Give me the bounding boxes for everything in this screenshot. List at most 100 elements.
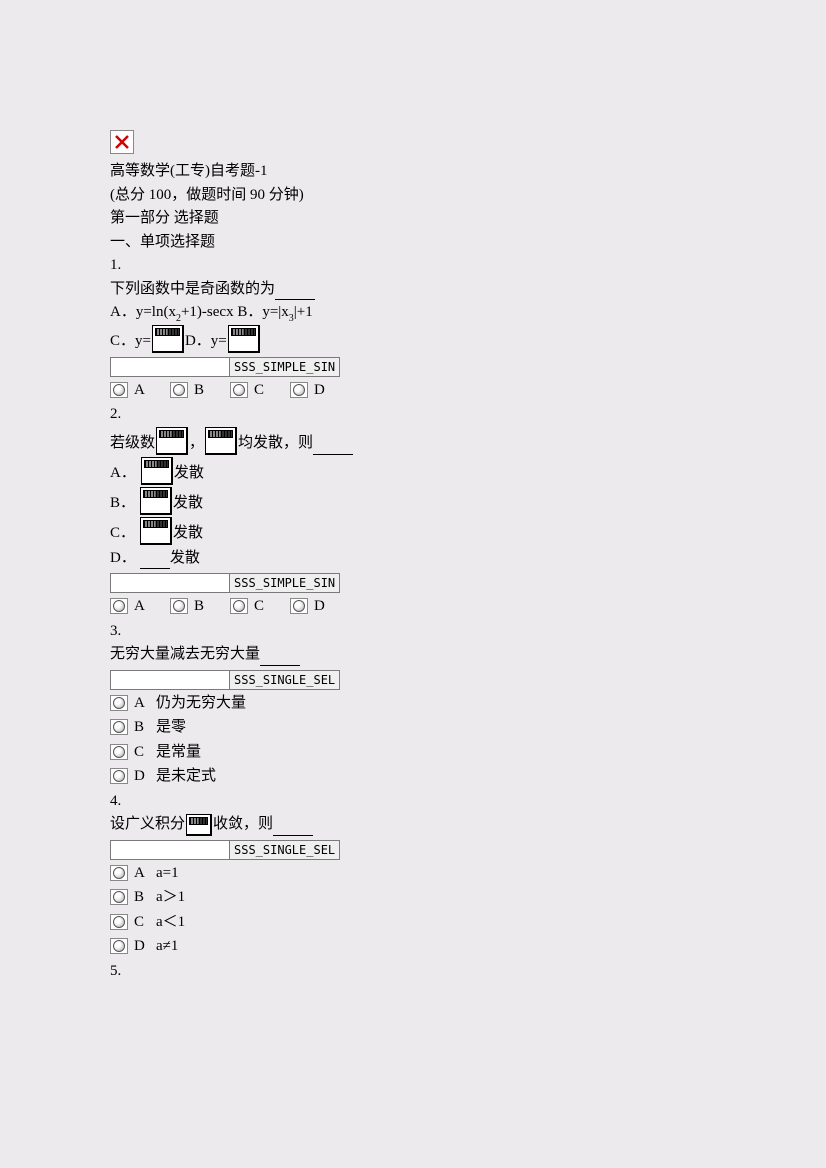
q3-a: A: [134, 692, 148, 715]
q2-choice-b: B: [194, 595, 208, 618]
q2-answer-row: SSS_SIMPLE_SIN: [110, 573, 600, 593]
blank: [260, 651, 300, 666]
q1-b-pre: B．y=|x: [237, 301, 288, 324]
radio-b[interactable]: [110, 889, 128, 905]
q3-stem-text: 无穷大量减去无穷大量: [110, 643, 260, 666]
q3-c-t: 是常量: [156, 741, 201, 764]
q4-answer-input[interactable]: [110, 840, 230, 860]
radio-b[interactable]: [170, 598, 188, 614]
broken-image-icon: [110, 130, 134, 154]
formula-placeholder-icon: [140, 487, 172, 515]
radio-a[interactable]: [110, 382, 128, 398]
q4-opt-a: Aa=1: [110, 862, 600, 885]
q3-d-t: 是未定式: [156, 765, 216, 788]
q2-c-t: 发散: [173, 522, 203, 545]
q4-opt-b: Ba＞1: [110, 886, 600, 909]
page-title: 高等数学(工专)自考题-1: [110, 160, 600, 183]
q4-answer-row: SSS_SINGLE_SEL: [110, 840, 600, 860]
q4-d: D: [134, 935, 148, 958]
q2-stem-mid: ，: [189, 432, 204, 455]
radio-a[interactable]: [110, 695, 128, 711]
q1-answer-row: SSS_SIMPLE_SIN: [110, 357, 600, 377]
q3-tag-button[interactable]: SSS_SINGLE_SEL: [229, 670, 340, 690]
q1-c: C．y=: [110, 330, 151, 353]
q4-a-t: a=1: [156, 862, 179, 885]
radio-a[interactable]: [110, 865, 128, 881]
q3-b-t: 是零: [156, 716, 186, 739]
radio-c[interactable]: [230, 598, 248, 614]
q3-number: 3.: [110, 620, 600, 643]
q3-d: D: [134, 765, 148, 788]
q2-stem-post: 均发散，则: [238, 432, 313, 455]
q2-stem: 若级数 ， 均发散，则: [110, 427, 600, 455]
q2-stem-pre: 若级数: [110, 432, 155, 455]
blank: [313, 440, 353, 455]
q1-number: 1.: [110, 254, 600, 277]
q2-choice-a: A: [134, 595, 148, 618]
document-page: 高等数学(工专)自考题-1 (总分 100，做题时间 90 分钟) 第一部分 选…: [0, 0, 600, 982]
q3-a-t: 仍为无穷大量: [156, 692, 246, 715]
q1-choice-d: D: [314, 379, 328, 402]
q1-choices: A B C D: [110, 379, 600, 402]
q1-d: D．y=: [185, 330, 227, 353]
q3-stem: 无穷大量减去无穷大量: [110, 643, 600, 666]
q2-answer-input[interactable]: [110, 573, 230, 593]
radio-d[interactable]: [110, 768, 128, 784]
radio-d[interactable]: [110, 938, 128, 954]
radio-b[interactable]: [170, 382, 188, 398]
q2-opt-d: D．发散: [110, 547, 600, 570]
q1-a-sub: 2: [176, 311, 181, 326]
formula-placeholder-icon: [186, 814, 212, 836]
q4-stem: 设广义积分 收敛，则: [110, 813, 600, 836]
q1-options-cd: C．y= D．y=: [110, 325, 600, 353]
q2-b-lbl: B．: [110, 492, 135, 515]
q3-opt-c: C 是常量: [110, 741, 600, 764]
q2-opt-a: A．发散: [110, 457, 600, 485]
q1-a-pre: A．y=ln(x: [110, 301, 176, 324]
q4-number: 4.: [110, 790, 600, 813]
q1-a-post: +1)-secx: [181, 301, 234, 324]
formula-placeholder-icon: [156, 427, 188, 455]
formula-placeholder-icon: [140, 517, 172, 545]
radio-b[interactable]: [110, 719, 128, 735]
q2-number: 2.: [110, 403, 600, 426]
q4-tag-button[interactable]: SSS_SINGLE_SEL: [229, 840, 340, 860]
q4-c: C: [134, 911, 148, 934]
q3-opt-b: B是零: [110, 716, 600, 739]
q1-choice-c: C: [254, 379, 268, 402]
radio-c[interactable]: [230, 382, 248, 398]
q4-a: A: [134, 862, 148, 885]
q4-stem-pre: 设广义积分: [110, 813, 185, 836]
q1-stem: 下列函数中是奇函数的为: [110, 278, 600, 301]
q3-answer-input[interactable]: [110, 670, 230, 690]
q2-tag-button[interactable]: SSS_SIMPLE_SIN: [229, 573, 340, 593]
q1-answer-input[interactable]: [110, 357, 230, 377]
q2-opt-b: B．发散: [110, 487, 600, 515]
q2-a-t: 发散: [174, 462, 204, 485]
q4-stem-mid: 收敛，则: [213, 813, 273, 836]
page-subtitle: (总分 100，做题时间 90 分钟): [110, 184, 600, 207]
radio-d[interactable]: [290, 382, 308, 398]
q4-b: B: [134, 886, 148, 909]
q4-d-t: a≠1: [156, 935, 178, 958]
blank: [273, 821, 313, 836]
radio-a[interactable]: [110, 598, 128, 614]
radio-d[interactable]: [290, 598, 308, 614]
radio-c[interactable]: [110, 744, 128, 760]
q3-c: C: [134, 741, 148, 764]
q4-opt-d: Da≠1: [110, 935, 600, 958]
q2-opt-c: C． 发散: [110, 517, 600, 545]
radio-c[interactable]: [110, 914, 128, 930]
q1-options-ab: A．y=ln(x 2 +1)-secx B．y=|x 3 |+1: [110, 301, 600, 324]
q1-choice-b: B: [194, 379, 208, 402]
formula-placeholder-icon: [205, 427, 237, 455]
q1-b-post: |+1: [294, 301, 313, 324]
q1-b-sub: 3: [289, 311, 294, 326]
blank: [275, 285, 315, 300]
q2-c-lbl: C．: [110, 522, 135, 545]
q1-tag-button[interactable]: SSS_SIMPLE_SIN: [229, 357, 340, 377]
q3-opt-d: D 是未定式: [110, 765, 600, 788]
formula-placeholder-icon: [141, 457, 173, 485]
formula-placeholder-icon: [228, 325, 260, 353]
q2-d-lbl: D．: [110, 547, 136, 570]
